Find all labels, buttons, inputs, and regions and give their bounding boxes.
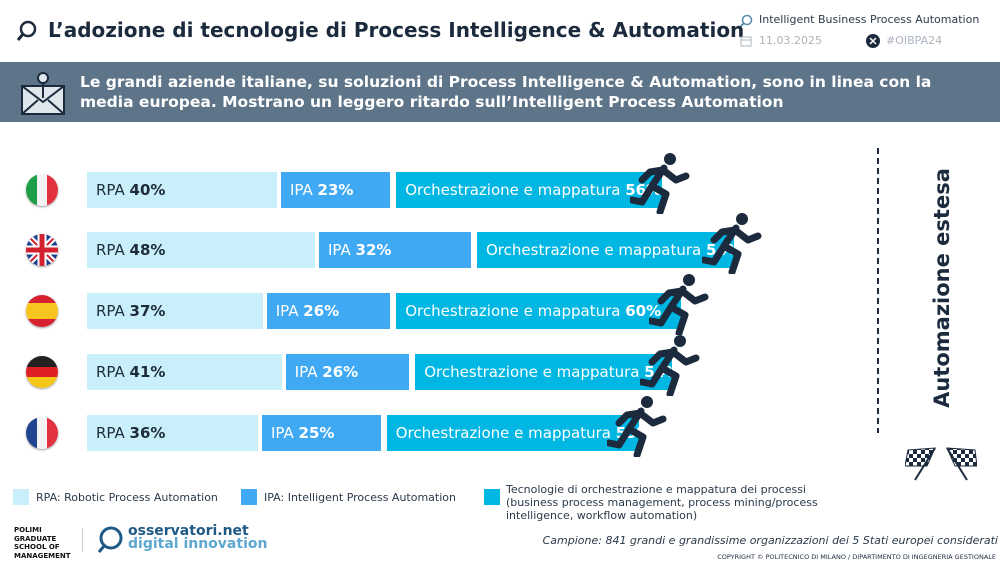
flag-icon-germania <box>26 356 58 388</box>
bar-rpa: RPA 41% <box>87 354 282 390</box>
bar-orc: Orchestrazione e mappatura 56% <box>396 172 663 208</box>
legend-swatch-orch <box>484 489 500 505</box>
bar-ipa: IPA 25% <box>262 415 381 451</box>
bar-ipa: IPA 26% <box>285 354 410 390</box>
bar-orc: Orchestrazione e mappatura 54% <box>477 232 742 268</box>
logo-divider <box>82 528 83 552</box>
bar-row-spagna: RPA 37% IPA 26% Orchestrazione e mappatura… <box>0 274 1000 335</box>
runner-icon <box>649 274 709 335</box>
bar-row-francia: RPA 36% IPA 25% Orchestrazione e mappatura… <box>0 396 1000 457</box>
copyright: COPYRIGHT © POLITECNICO DI MILANO / DIPA… <box>717 553 996 561</box>
flag-icon-regno-unito <box>26 234 58 266</box>
search-icon <box>740 14 753 27</box>
bar-ipa: IPA 23% <box>281 172 391 208</box>
divider <box>877 148 879 433</box>
runner-icon <box>701 213 761 274</box>
logo-text: osservatori.net <box>128 523 249 539</box>
bar-orc: Orchestrazione e mappatura 54% <box>415 354 680 390</box>
annotation: Automazione estesa <box>930 167 954 408</box>
bar-row-italia: RPA 40% IPA 23% Orchestrazione e mappatura… <box>0 153 1000 214</box>
x-logo-icon <box>866 34 880 48</box>
runner-icon <box>606 396 666 457</box>
runner-icon <box>639 335 700 396</box>
calendar-icon <box>740 36 752 47</box>
bar-row-regno-unito: RPA 48% IPA 32% Orchestrazione e mappatura… <box>0 213 1000 274</box>
search-icon <box>16 20 37 41</box>
bar-rpa: RPA 36% <box>87 415 258 451</box>
legend-orch: Tecnologie di orchestrazione e mappatura… <box>506 483 818 522</box>
sample-note: Campione: 841 grandi e grandissime organ… <box>542 534 998 547</box>
checkered-flags-icon <box>905 447 977 481</box>
bar-rpa: RPA 48% <box>87 232 315 268</box>
flag-icon-italia <box>26 174 58 206</box>
hashtag: #OIBPA24 <box>886 34 943 47</box>
flag-icon-francia <box>26 417 58 449</box>
bar-orc: Orchestrazione e mappatura 53% <box>386 415 652 451</box>
bar-ipa: IPA 32% <box>319 232 471 268</box>
bar-orc: Orchestrazione e mappatura 60% <box>396 293 682 329</box>
legend-ipa: IPA: Intelligent Process Automation <box>264 491 456 504</box>
legend-rpa: RPA: Robotic Process Automation <box>36 491 218 504</box>
bar-row-germania: RPA 41% IPA 26% Orchestrazione e mappatura… <box>0 335 1000 396</box>
legend-swatch-ipa <box>241 489 257 505</box>
bar-rpa: RPA 37% <box>87 293 263 329</box>
topic: Intelligent Business Process Automation <box>759 13 980 26</box>
banner: Le grandi aziende italiane, su soluzioni… <box>0 62 1000 122</box>
banner-text: Le grandi aziende italiane, su soluzioni… <box>80 73 932 111</box>
envelope-key-icon <box>21 72 65 115</box>
page-title: L’adozione di tecnologie di Process Inte… <box>48 18 745 42</box>
bar-rpa: RPA 40% <box>87 172 277 208</box>
runner-icon <box>630 153 690 214</box>
date: 11.03.2025 <box>759 34 822 47</box>
osservatori-logo-icon <box>97 526 123 553</box>
bar-ipa: IPA 26% <box>266 293 391 329</box>
flag-icon-spagna <box>26 295 58 327</box>
osservatori-logo: osservatori.net digital innovation <box>128 523 268 552</box>
logo-subtext: digital innovation <box>128 536 268 552</box>
polimi-logo: POLIMI GRADUATE SCHOOL OF MANAGEMENT <box>14 526 71 560</box>
legend-swatch-rpa <box>13 489 29 505</box>
